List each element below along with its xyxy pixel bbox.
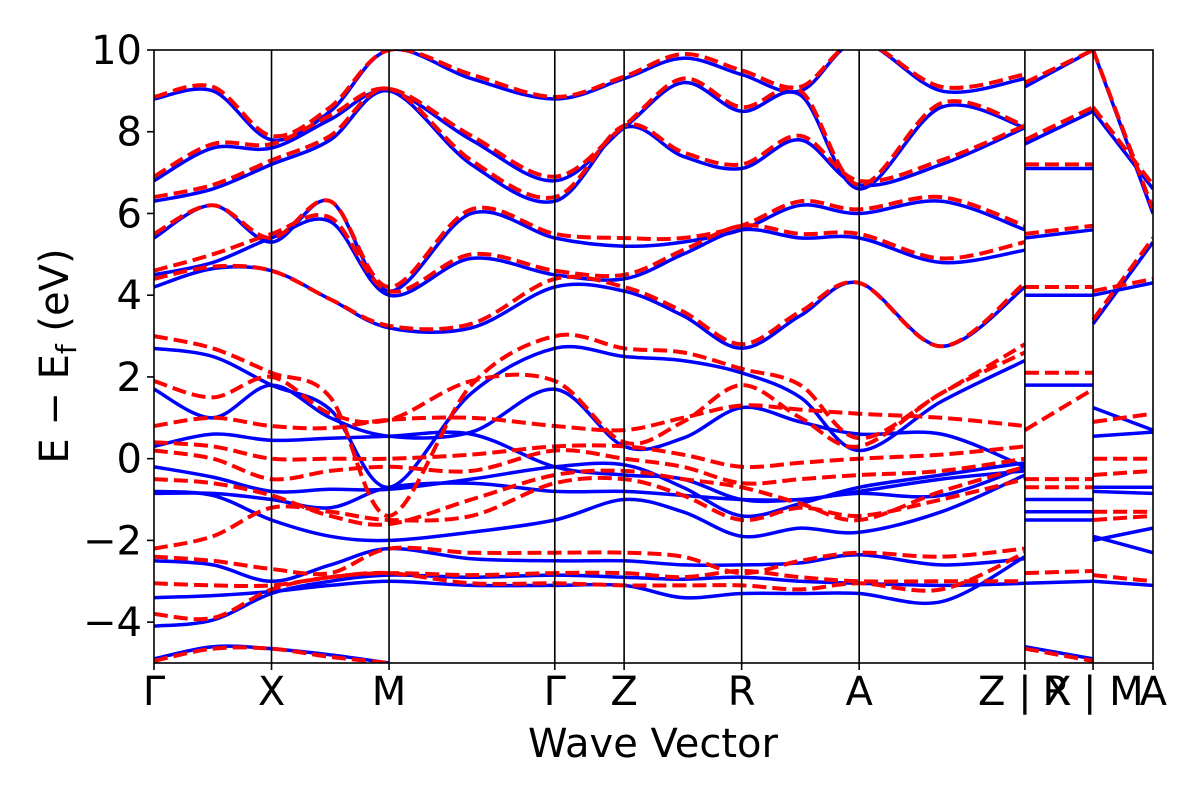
y-axis-ticks: −4 −2 0 2 4 6 8 10 [83, 28, 154, 646]
solid-band-25 [1024, 109, 1094, 146]
dashed-band-1 [154, 568, 1025, 622]
solid-band-36 [1091, 110, 1153, 190]
dashed-band-24 [1024, 223, 1094, 236]
y-tick-label-1: −2 [83, 518, 142, 564]
x-tick-label-1: X [258, 669, 285, 715]
y-axis-title: E − Ef (eV) [32, 248, 83, 463]
dashed-band-6 [154, 448, 1026, 486]
y-axis-title-unit: (eV) [32, 248, 78, 331]
dashed-band-29 [1092, 513, 1153, 522]
y-tick-label-4: 4 [117, 273, 142, 319]
solid-band-15 [154, 50, 1026, 143]
solid-band-23 [1024, 228, 1094, 240]
band-lines [154, 50, 1153, 663]
dashed-band-14 [154, 86, 1026, 200]
solid-band-35 [1091, 241, 1153, 325]
x-tick-label-0: Γ [143, 669, 166, 715]
y-tick-label-6: 8 [117, 110, 142, 156]
y-axis-title-main: E − E [32, 354, 78, 464]
dashed-band-18 [1024, 569, 1094, 576]
dashed-band-27 [1024, 50, 1094, 85]
dashed-band-22 [1023, 387, 1095, 432]
x-tick-label-6: A [845, 669, 873, 715]
x-tick-label-3: Γ [544, 669, 567, 715]
solid-band-31 [1093, 489, 1153, 496]
x-tick-label-5: R [728, 669, 756, 715]
y-tick-label-0: −4 [83, 600, 142, 646]
dashed-band-31 [1092, 468, 1153, 477]
solid-band-17 [1024, 579, 1094, 586]
x-tick-label-9: A [1140, 669, 1168, 715]
y-tick-label-2: 0 [117, 437, 142, 483]
x-tick-label-7: Z | X [978, 669, 1072, 715]
dashed-band-16 [154, 50, 1026, 139]
dashed-band-10 [154, 332, 1026, 518]
dashed-band-35 [1091, 236, 1153, 321]
dashed-band-4 [154, 475, 1026, 551]
dashed-band-11 [154, 263, 1027, 349]
dashed-band-34 [1092, 276, 1153, 294]
dashed-band-37 [1091, 50, 1153, 211]
y-axis-title-unit-spacer [32, 332, 78, 345]
solid-band-34 [1092, 281, 1153, 297]
high-symmetry-lines [270, 50, 1094, 663]
dashed-band-0 [154, 645, 390, 663]
x-tick-label-2: M [372, 669, 407, 715]
solid-band-13 [154, 89, 1026, 204]
plot-frame [153, 49, 1154, 664]
dashed-band-28 [1092, 573, 1153, 584]
x-tick-label-4: Z [610, 669, 637, 715]
dashed-band-26 [1024, 105, 1094, 142]
x-tick-label-8: R | M [1042, 669, 1143, 715]
dashed-band-36 [1091, 105, 1153, 187]
solid-band-32 [1092, 430, 1153, 438]
y-tick-label-7: 10 [91, 28, 142, 74]
y-tick-label-5: 6 [117, 191, 142, 237]
dashed-band-33 [1092, 411, 1153, 424]
dashed-band-15 [154, 76, 1026, 187]
y-axis-title-subscript: f [50, 343, 83, 354]
solid-band-29 [1092, 534, 1153, 555]
x-axis-title: Wave Vector [528, 721, 779, 767]
solid-band-27 [1092, 579, 1153, 588]
dashed-band-17 [1024, 646, 1094, 663]
y-tick-label-3: 2 [117, 355, 142, 401]
